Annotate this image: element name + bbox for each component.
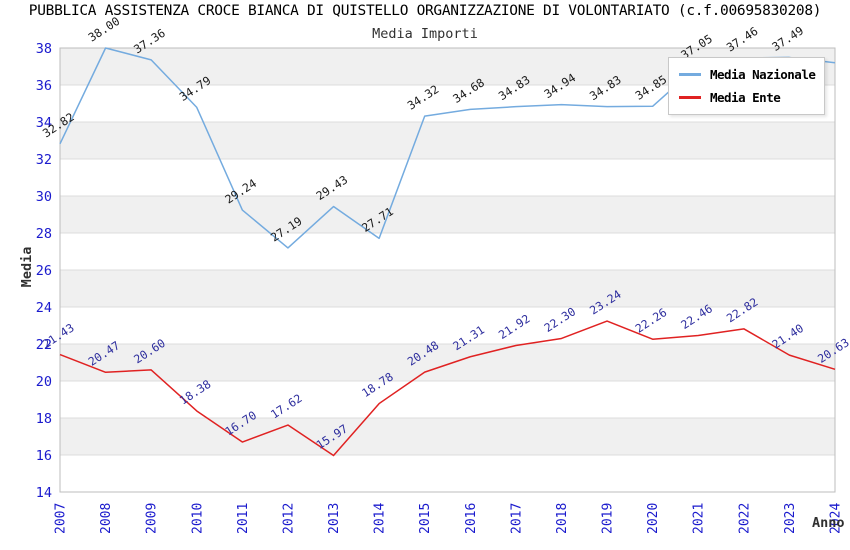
x-tick-label: 2017 [509,503,524,534]
x-tick-label: 2011 [236,503,251,534]
plot-band [60,270,835,307]
y-tick-label: 22 [36,337,52,353]
plot-border [59,47,836,493]
x-tick-label: 2019 [601,503,616,534]
y-tick-label: 26 [36,263,52,279]
legend-label-media-nazionale: Media Nazionale [710,67,816,82]
plot-band [60,344,835,381]
y-tick-label: 32 [36,152,52,168]
y-tick-label: 20 [36,374,52,390]
x-tick-label: 2008 [99,503,114,534]
x-tick-label: 2022 [737,503,752,534]
media-ente-line-swatch [679,96,701,99]
x-tick-label: 2023 [783,503,798,534]
chart-subtitle: Media Importi [372,26,478,42]
x-tick-label: 2018 [555,503,570,534]
x-tick-label: 2007 [54,503,69,534]
plot-band [60,307,835,344]
x-tick-label: 2016 [464,503,479,534]
x-tick-label: 2021 [692,503,707,534]
y-tick-label: 30 [36,189,52,205]
x-tick-label: 2012 [281,503,296,534]
x-tick-label: 2024 [829,503,844,534]
legend: Media Nazionale Media Ente [668,57,826,115]
y-tick-label: 36 [36,78,52,94]
x-tick-label: 2020 [646,503,661,534]
line-media-ente [59,320,836,457]
y-tick-label: 18 [36,411,52,427]
plot-band [60,122,835,159]
x-tick-label: 2009 [145,503,160,534]
y-tick-label: 14 [36,485,52,501]
plot-band [60,233,835,270]
x-tick-label: 2013 [327,503,342,534]
plot-band [60,418,835,455]
plot-band [60,159,835,196]
y-tick-label: 24 [36,300,52,316]
data-label: 38.00 [86,14,123,45]
plot-band [60,196,835,233]
media-nazionale-line-swatch [679,73,701,76]
y-tick-label: 16 [36,448,52,464]
x-axis-title: Anno [812,515,845,531]
legend-label-media-ente: Media Ente [710,90,781,105]
x-tick-label: 2014 [373,503,388,534]
legend-item-media-nazionale: Media Nazionale [679,65,816,84]
y-tick-label: 34 [36,115,52,131]
legend-item-media-ente: Media Ente [679,88,815,107]
x-tick-label: 2010 [190,503,205,534]
y-tick-label: 28 [36,226,52,242]
plot-band [60,455,835,492]
y-axis-title: Media [19,247,35,288]
plot-band [60,381,835,418]
chart-title: PUBBLICA ASSISTENZA CROCE BIANCA DI QUIS… [28,3,822,19]
x-tick-label: 2015 [418,503,433,534]
y-tick-label: 38 [36,41,52,57]
